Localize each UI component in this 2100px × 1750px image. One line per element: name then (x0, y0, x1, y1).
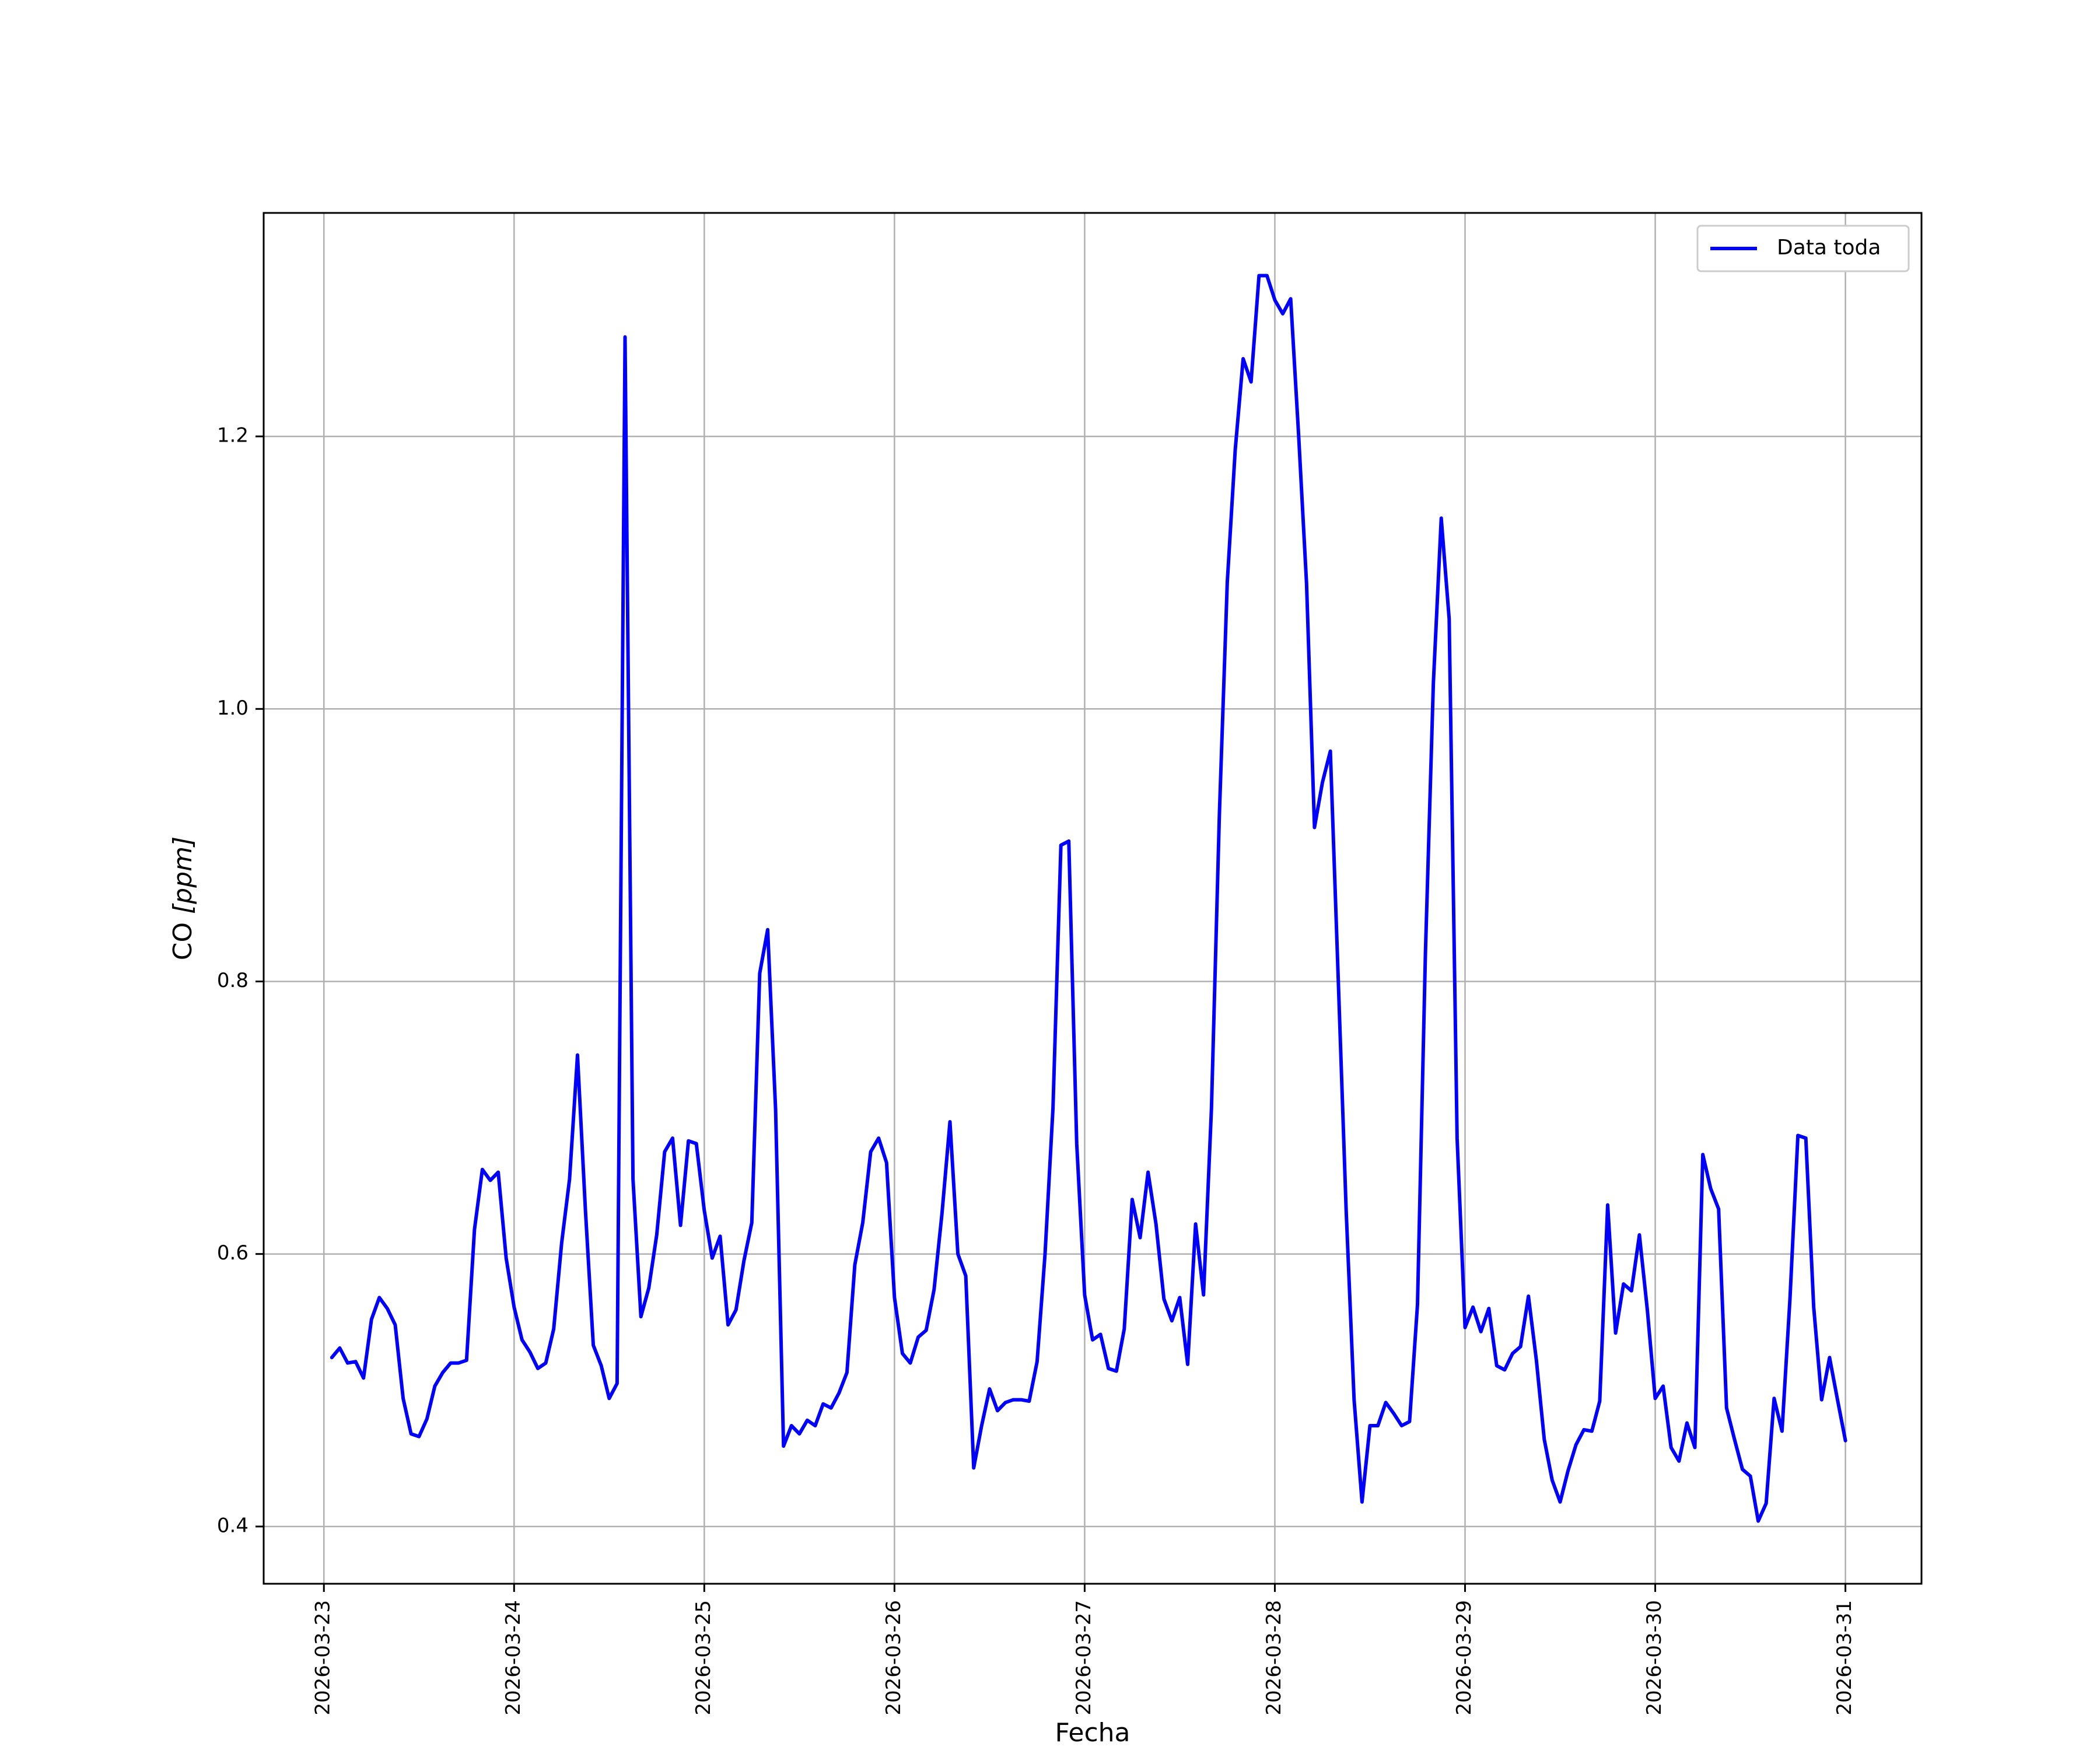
legend-box (1696, 225, 1910, 272)
plot-frame (262, 212, 1923, 1585)
x-tick-label: 2026-03-27 (1072, 1600, 1096, 1716)
series-layer (330, 274, 1847, 1523)
x-tick-label: 2026-03-29 (1452, 1600, 1476, 1716)
y-tick-label: 0.6 (217, 1241, 249, 1265)
grid-lines (264, 213, 1922, 1584)
tick-labels: 2026-03-23 2026-03-24 2026-03-25 2026-03-26… (217, 424, 1856, 1716)
series-line-data-toda (330, 274, 1847, 1523)
x-tick-label: 2026-03-28 (1262, 1600, 1286, 1716)
x-tick-label: 2026-03-25 (692, 1600, 715, 1716)
legend-entry-data-toda: Data toda (1777, 236, 1881, 260)
legend: Data toda (1696, 225, 1910, 272)
y-tick-label: 1.2 (217, 424, 249, 447)
tick-marks (256, 435, 1847, 1592)
x-tick-label: 2026-03-26 (882, 1600, 905, 1716)
y-axis-label: CO [ppm] (168, 836, 198, 960)
y-tick-label: 0.4 (217, 1514, 249, 1537)
y-tick-label: 0.8 (217, 969, 249, 992)
x-tick-label: 2026-03-24 (502, 1600, 525, 1716)
y-axis-label-main: CO (168, 914, 198, 960)
x-tick-label: 2026-03-23 (312, 1600, 335, 1716)
y-tick-label: 1.0 (217, 696, 249, 720)
x-axis-label: Fecha (1055, 1718, 1130, 1748)
x-tick-label: 2026-03-31 (1833, 1600, 1856, 1716)
x-tick-label: 2026-03-30 (1643, 1600, 1666, 1716)
y-axis-label-unit: [ppm] (168, 836, 198, 914)
